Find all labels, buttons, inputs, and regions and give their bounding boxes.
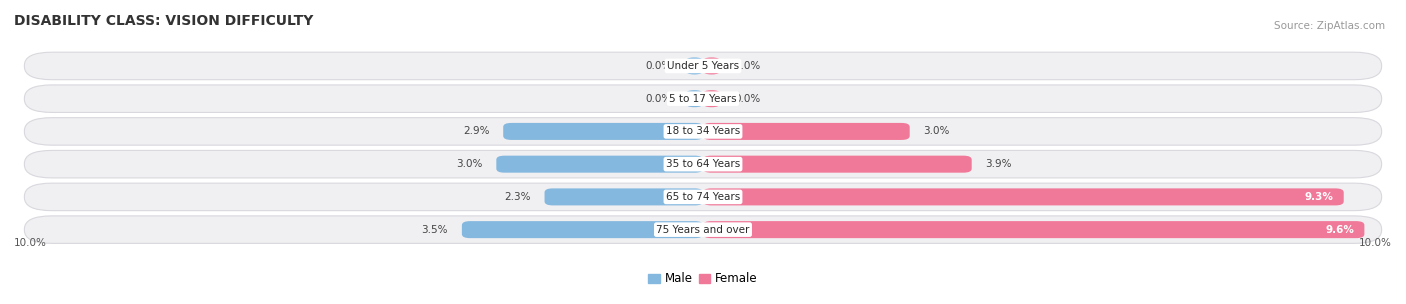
Text: 0.0%: 0.0% xyxy=(734,94,761,104)
Text: 75 Years and over: 75 Years and over xyxy=(657,225,749,235)
FancyBboxPatch shape xyxy=(24,183,1382,211)
Text: 0.0%: 0.0% xyxy=(645,94,672,104)
Text: 2.9%: 2.9% xyxy=(463,126,489,136)
FancyBboxPatch shape xyxy=(686,57,703,74)
FancyBboxPatch shape xyxy=(503,123,703,140)
FancyBboxPatch shape xyxy=(703,156,972,173)
Text: 10.0%: 10.0% xyxy=(1360,238,1392,248)
Text: 2.3%: 2.3% xyxy=(505,192,531,202)
FancyBboxPatch shape xyxy=(461,221,703,238)
FancyBboxPatch shape xyxy=(686,90,703,107)
FancyBboxPatch shape xyxy=(703,123,910,140)
FancyBboxPatch shape xyxy=(24,150,1382,178)
Text: 3.0%: 3.0% xyxy=(456,159,482,169)
Text: 3.0%: 3.0% xyxy=(924,126,950,136)
FancyBboxPatch shape xyxy=(544,188,703,206)
FancyBboxPatch shape xyxy=(496,156,703,173)
Text: 3.9%: 3.9% xyxy=(986,159,1012,169)
Text: 18 to 34 Years: 18 to 34 Years xyxy=(666,126,740,136)
FancyBboxPatch shape xyxy=(24,85,1382,112)
FancyBboxPatch shape xyxy=(703,57,720,74)
Text: 0.0%: 0.0% xyxy=(645,61,672,71)
FancyBboxPatch shape xyxy=(703,188,1344,206)
FancyBboxPatch shape xyxy=(703,221,1364,238)
Text: Source: ZipAtlas.com: Source: ZipAtlas.com xyxy=(1274,21,1385,31)
Text: 10.0%: 10.0% xyxy=(14,238,46,248)
Text: 65 to 74 Years: 65 to 74 Years xyxy=(666,192,740,202)
Text: DISABILITY CLASS: VISION DIFFICULTY: DISABILITY CLASS: VISION DIFFICULTY xyxy=(14,14,314,28)
Text: 9.6%: 9.6% xyxy=(1326,225,1354,235)
Text: 3.5%: 3.5% xyxy=(422,225,449,235)
Text: 0.0%: 0.0% xyxy=(734,61,761,71)
Text: 9.3%: 9.3% xyxy=(1305,192,1333,202)
FancyBboxPatch shape xyxy=(24,52,1382,80)
FancyBboxPatch shape xyxy=(24,118,1382,145)
FancyBboxPatch shape xyxy=(24,216,1382,244)
Legend: Male, Female: Male, Female xyxy=(644,268,762,290)
Text: Under 5 Years: Under 5 Years xyxy=(666,61,740,71)
FancyBboxPatch shape xyxy=(703,90,720,107)
Text: 35 to 64 Years: 35 to 64 Years xyxy=(666,159,740,169)
Text: 5 to 17 Years: 5 to 17 Years xyxy=(669,94,737,104)
